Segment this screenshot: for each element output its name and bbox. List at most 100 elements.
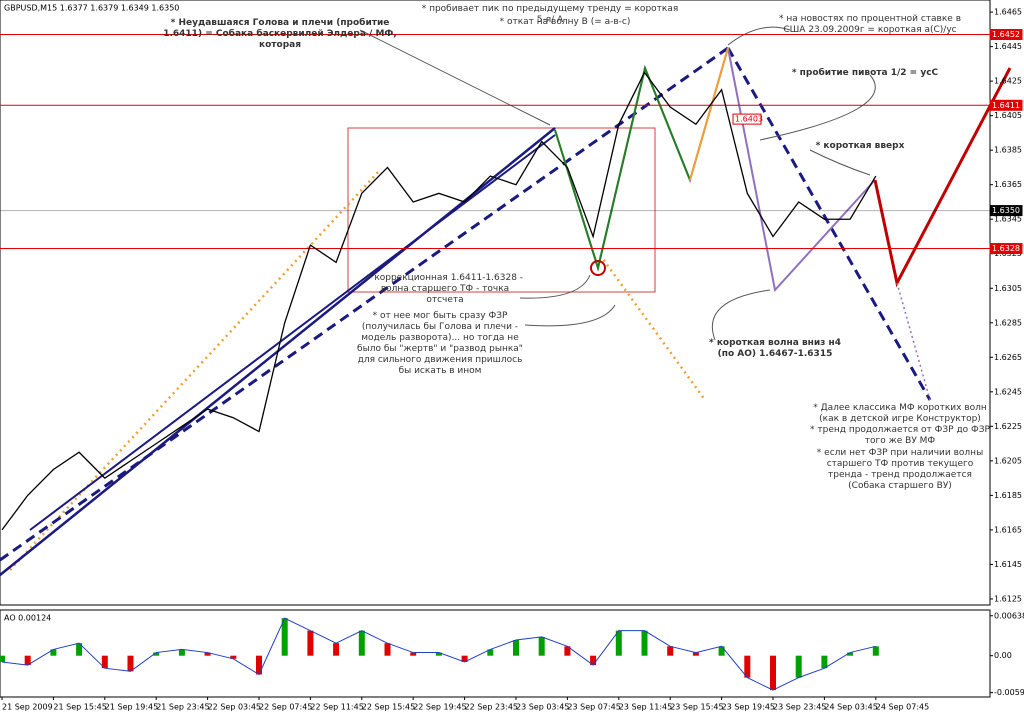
ao-bar — [692, 652, 699, 656]
x-tick-label: 23 Sep 15:45 — [670, 703, 723, 712]
annotation: * короткая волна вниз н4 (по АО) 1.6467-… — [708, 338, 842, 359]
annotation: * откат на волну B (= a-в-c) — [499, 17, 631, 27]
ao-bar — [744, 655, 751, 678]
price-line — [1, 71, 877, 531]
ao-bar — [230, 655, 237, 659]
ao-bar — [76, 643, 83, 656]
level-box — [989, 99, 1023, 111]
ao-bar — [24, 655, 31, 666]
level-box — [989, 243, 1023, 255]
y-tick-label: 1.6245 — [994, 387, 1022, 396]
y-tick-label: 1.6225 — [994, 422, 1022, 431]
ao-bar — [564, 646, 571, 656]
ao-title: AO 0.00124 — [4, 614, 51, 623]
ao-bar — [795, 655, 802, 678]
level-label: 1.6411 — [992, 101, 1020, 110]
x-tick-label: 22 Sep 07:45 — [259, 703, 312, 712]
y-tick-label: 0.00638 — [994, 611, 1024, 620]
level-box — [732, 113, 762, 125]
ao-outline — [1, 617, 876, 691]
ao-bar — [358, 630, 365, 656]
annotation: * на новостях по процентной ставке в США… — [778, 14, 961, 35]
ao-bar — [487, 649, 494, 656]
y-tick-label: 1.6305 — [994, 284, 1022, 293]
ao-bar — [718, 646, 725, 656]
level-label: 1.6452 — [992, 30, 1020, 39]
arrow — [759, 74, 876, 141]
main-plot — [0, 0, 991, 606]
x-tick-label: 22 Sep 23:45 — [465, 703, 518, 712]
ao-bar — [153, 652, 160, 656]
arrow — [359, 29, 551, 126]
annotation: * коррекционная 1.6411-1.6328 - волна ст… — [366, 273, 524, 305]
y-tick-label: 1.6385 — [994, 146, 1022, 155]
ao-bar — [872, 646, 879, 656]
ao-bar — [281, 618, 288, 656]
x-tick-label: 22 Sep 19:45 — [413, 703, 466, 712]
x-tick-label: 21 Sep 2009 — [2, 703, 53, 712]
x-tick-label: 23 Sep 11:45 — [619, 703, 672, 712]
annotation: * Далее классика МФ коротких волн (как в… — [813, 403, 987, 424]
projection — [896, 282, 931, 401]
ao-bar — [101, 655, 108, 669]
ao-bar — [615, 630, 622, 656]
arrow — [809, 149, 871, 176]
arrow — [727, 26, 791, 46]
x-tick-label: 23 Sep 03:45 — [516, 703, 569, 712]
wave — [554, 64, 691, 272]
ao-bar — [127, 655, 134, 672]
ao-bar — [641, 630, 648, 656]
x-tick-label: 21 Sep 15:45 — [53, 703, 106, 712]
annotation: * Неудавшаяся Голова и плечи (пробитие 1… — [163, 18, 397, 50]
y-tick-label: 1.6345 — [994, 215, 1022, 224]
ao-bar — [513, 640, 519, 656]
trend-line — [29, 134, 556, 531]
x-tick-label: 22 Sep 11:45 — [310, 703, 363, 712]
y-tick-label: 1.6145 — [994, 560, 1022, 569]
level-label: 1.6328 — [992, 244, 1020, 253]
y-tick-label: 1.6365 — [994, 180, 1022, 189]
ao-bar — [461, 655, 468, 662]
ao-bar — [256, 655, 262, 675]
level-label: 1.6403 — [735, 115, 763, 124]
ao-bar — [0, 655, 5, 662]
annotation: * пробитие пивота 1/2 = усС — [791, 68, 939, 78]
x-tick-label: 23 Sep 19:45 — [722, 703, 775, 712]
y-tick-label: 0.00 — [994, 651, 1012, 660]
x-tick-label: 22 Sep 15:45 — [362, 703, 415, 712]
wave — [689, 47, 729, 181]
level-label: 1.6350 — [992, 206, 1020, 215]
ao-bar — [590, 655, 597, 666]
ao-bar — [204, 652, 211, 656]
y-tick-label: 1.6265 — [994, 353, 1022, 362]
dashed-trend — [726, 47, 932, 401]
x-tick-label: 21 Sep 23:45 — [156, 703, 209, 712]
y-tick-label: 1.6445 — [994, 42, 1022, 51]
ao-bar — [178, 649, 185, 656]
ao-bar — [435, 652, 442, 656]
ao-bar — [410, 652, 417, 656]
annotation: * тренд продолжается от ФЗР до ФЗР того … — [810, 425, 990, 446]
x-tick-label: 22 Sep 03:45 — [208, 703, 261, 712]
annotation: * если нет ФЗР при наличии волны старшег… — [816, 448, 984, 491]
y-tick-label: 1.6425 — [994, 77, 1022, 86]
x-tick-label: 21 Sep 19:45 — [105, 703, 158, 712]
dashed-trend — [0, 46, 729, 562]
arrow — [519, 274, 591, 299]
arrow — [711, 289, 771, 341]
x-tick-label: 23 Sep 07:45 — [567, 703, 620, 712]
x-tick-label: 23 Sep 23:45 — [773, 703, 826, 712]
chart-title: GBPUSD,M15 1.6377 1.6379 1.6349 1.6350 — [4, 4, 179, 13]
ao-bar — [821, 655, 828, 669]
ao-bar — [770, 655, 776, 691]
box — [347, 127, 656, 293]
ao-bar — [50, 649, 57, 656]
ao-bar — [333, 643, 340, 656]
y-tick-label: 1.6165 — [994, 525, 1022, 534]
y-tick-label: 1.6465 — [994, 8, 1022, 17]
marker-circle — [590, 260, 606, 276]
x-tick-label: 24 Sep 07:45 — [876, 703, 929, 712]
level-box — [989, 29, 1023, 41]
y-tick-label: 1.6405 — [994, 111, 1022, 120]
